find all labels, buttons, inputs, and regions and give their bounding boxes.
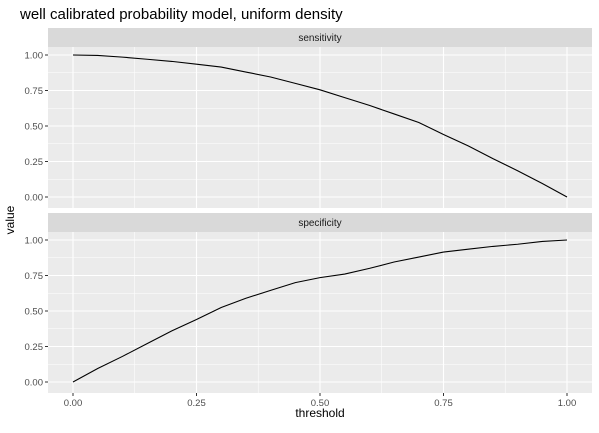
chart-title: well calibrated probability model, unifo… bbox=[19, 6, 343, 23]
x-tick-label: 0.25 bbox=[187, 398, 206, 409]
y-tick-label: 0.00 bbox=[25, 377, 44, 388]
x-tick-label: 0.75 bbox=[434, 398, 453, 409]
y-axis-title: value bbox=[3, 205, 17, 234]
y-axis-specificity: 0.00 0.25 0.50 0.75 1.00 bbox=[25, 235, 48, 388]
facet-strip-sensitivity bbox=[48, 28, 592, 47]
facet-strip-specificity bbox=[48, 213, 592, 232]
grid-specificity bbox=[48, 232, 592, 393]
y-tick-label: 0.00 bbox=[25, 192, 44, 203]
y-tick-label: 1.00 bbox=[25, 50, 44, 61]
y-tick-label: 1.00 bbox=[25, 235, 44, 246]
facet-label-specificity: specificity bbox=[298, 218, 341, 229]
x-axis: 0.00 0.25 0.50 0.75 1.00 bbox=[64, 393, 577, 409]
x-axis-title: threshold bbox=[295, 406, 344, 420]
y-tick-label: 0.75 bbox=[25, 271, 44, 282]
series-line-specificity bbox=[72, 239, 568, 383]
y-tick-label: 0.75 bbox=[25, 86, 44, 97]
facet-sensitivity: sensitivity 0.00 0.25 0.50 0.75 1.00 bbox=[25, 28, 592, 208]
y-tick-label: 0.50 bbox=[25, 306, 44, 317]
series-line-sensitivity bbox=[72, 54, 568, 198]
y-axis-sensitivity: 0.00 0.25 0.50 0.75 1.00 bbox=[25, 50, 48, 203]
x-tick-label: 0.00 bbox=[64, 398, 83, 409]
facet-label-sensitivity: sensitivity bbox=[298, 33, 341, 44]
x-tick-label: 1.00 bbox=[558, 398, 577, 409]
y-tick-label: 0.50 bbox=[25, 121, 44, 132]
y-tick-label: 0.25 bbox=[25, 157, 44, 168]
facet-specificity: specificity 0.00 0.25 0.50 0.75 1.00 bbox=[25, 213, 592, 393]
y-tick-label: 0.25 bbox=[25, 342, 44, 353]
x-tick-label: 0.50 bbox=[311, 398, 330, 409]
grid-sensitivity bbox=[48, 47, 592, 208]
